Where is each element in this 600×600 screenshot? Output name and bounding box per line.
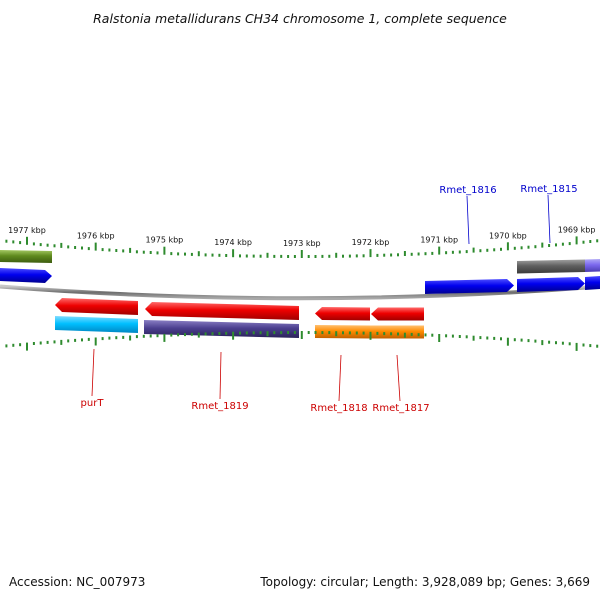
accession-text: Accession: NC_007973 [9,575,145,589]
scale-label: 1971 kbp [420,236,458,245]
gene-label-purt: purT [81,398,105,409]
gene-label-rmet-1819: Rmet_1819 [191,401,248,412]
gene-feature-blue-edge [585,276,600,290]
forward-strand-features [0,250,600,294]
gene-feature-purt [55,298,138,315]
gene-feature-rmet-1815 [517,277,585,292]
gene-feature-rmet-1818 [315,307,370,321]
gene-label-rmet-1818: Rmet_1818 [310,403,367,414]
scale-label: 1969 kbp [558,225,596,234]
scale-label: 1975 kbp [146,236,184,245]
outer-tick-marks [5,236,599,258]
map-title: Ralstonia metallidurans CH34 chromosome … [93,11,507,26]
gene-feature-gray [517,259,585,274]
inner-tick-marks [5,331,599,351]
gene-feature-lavender [585,259,600,272]
gene-feature-olive [0,250,52,263]
gene-feature-rmet-1816 [425,279,514,294]
gene-feature-blue [0,268,52,283]
gene-label-rmet-1815: Rmet_1815 [520,184,577,195]
gene-feature-rmet-1817 [371,307,424,321]
gene-feature-rmet-1817-domain [370,325,424,339]
scale-label: 1970 kbp [489,231,527,240]
scale-label: 1977 kbp [8,226,46,235]
label-leader-lines [91,194,551,402]
scale-label: 1974 kbp [214,238,252,247]
gene-feature-rmet-1819-domain [144,320,299,338]
chromosome-backbone [0,284,600,301]
gene-label-rmet-1817: Rmet_1817 [372,403,429,414]
scale-label: 1973 kbp [283,239,321,248]
scale-label: 1976 kbp [77,232,115,241]
gene-feature-rmet-1819 [145,302,299,320]
gene-label-rmet-1816: Rmet_1816 [439,185,496,196]
scale-label: 1972 kbp [352,238,390,247]
topology-summary: Topology: circular; Length: 3,928,089 bp… [259,575,590,589]
gene-feature-purt-domain [55,316,138,333]
scale-labels: 1977 kbp 1976 kbp 1975 kbp 1974 kbp 1973 kbp… [8,225,595,248]
